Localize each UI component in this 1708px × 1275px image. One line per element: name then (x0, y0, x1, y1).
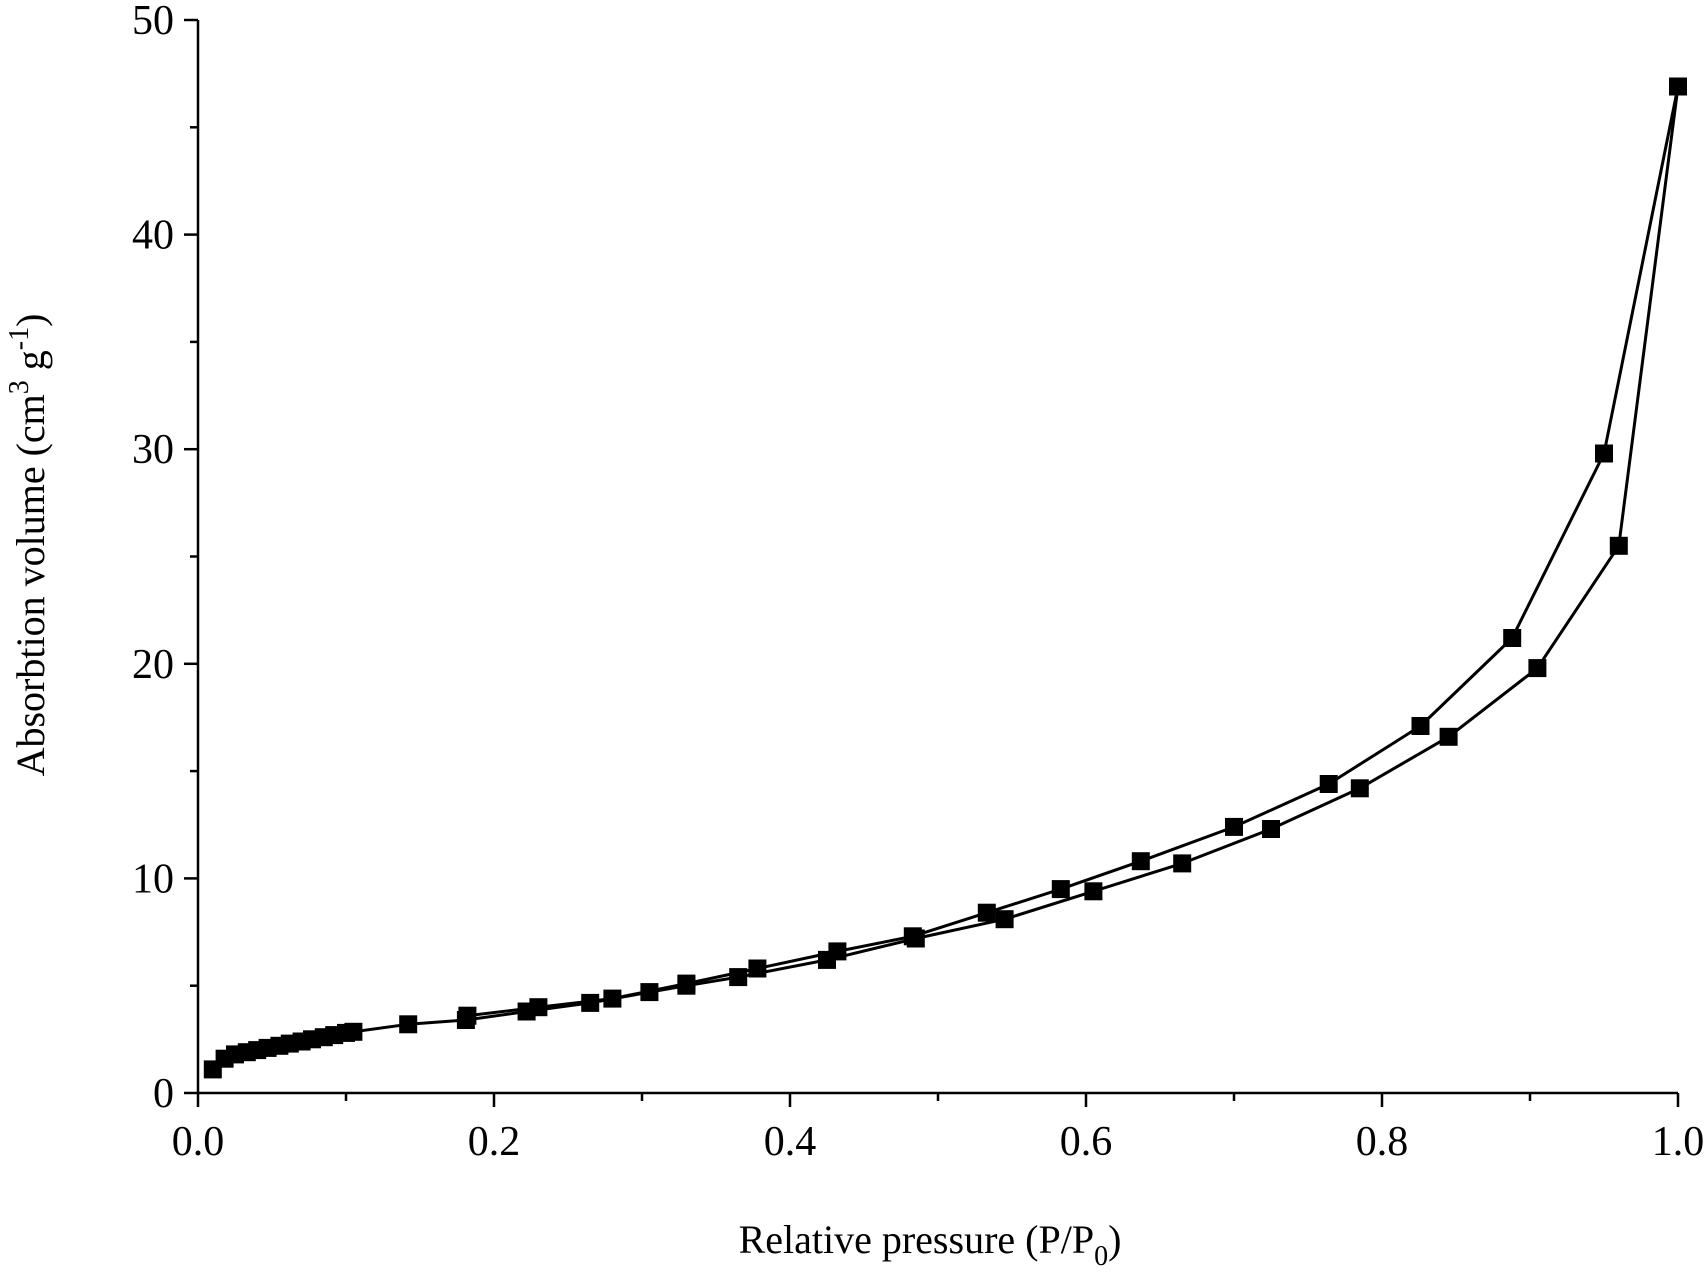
y-tick-label: 0 (153, 1071, 174, 1117)
x-axis-title: Relative pressure (P/P0) (739, 1217, 1122, 1272)
data-point (529, 998, 548, 1017)
data-point (995, 910, 1014, 929)
x-tick-label: 0.6 (1060, 1119, 1113, 1165)
data-point (581, 993, 600, 1012)
data-point (1350, 779, 1369, 798)
data-point (1319, 775, 1338, 793)
data-point (1595, 444, 1613, 463)
series-lines (211, 86, 1680, 1071)
data-point (1439, 727, 1458, 746)
y-tick-label: 50 (132, 0, 174, 44)
data-point (1051, 880, 1070, 899)
x-tick-label: 0.8 (1356, 1119, 1409, 1165)
data-point (1669, 77, 1687, 96)
data-point (903, 927, 922, 946)
data-point (729, 968, 748, 987)
y-axis-title: Absorbtion volume (cm3 g-1) (4, 314, 53, 777)
data-point (977, 903, 996, 922)
data-point (1411, 717, 1430, 735)
data-point (1131, 852, 1150, 871)
markers (203, 77, 1687, 1079)
y-tick-label: 10 (132, 856, 174, 902)
data-point (603, 989, 622, 1008)
axes (196, 20, 1678, 1095)
y-tick-label: 40 (132, 213, 174, 259)
data-point (344, 1022, 363, 1041)
data-point (1173, 854, 1192, 873)
data-point (1503, 629, 1522, 647)
x-tick-label: 1.0 (1652, 1119, 1705, 1165)
ticks: 0.0 0.2 0.4 0.6 0.8 1.0 0 10 20 30 40 50 (132, 0, 1704, 1165)
data-point (1084, 882, 1103, 901)
data-point (748, 959, 767, 978)
x-tick-label: 0.0 (172, 1119, 225, 1165)
data-point (1528, 659, 1547, 678)
x-tick-label: 0.4 (764, 1119, 817, 1165)
data-point (1225, 817, 1243, 836)
data-point (677, 974, 696, 993)
x-tick-label: 0.2 (468, 1119, 521, 1165)
series-line-1 (211, 86, 1680, 1071)
data-point (1609, 536, 1628, 555)
data-point (640, 983, 659, 1002)
y-tick-label: 30 (132, 427, 174, 473)
data-point (458, 1006, 477, 1025)
y-tick-label: 20 (132, 642, 174, 688)
data-point (828, 942, 847, 961)
data-point (399, 1015, 418, 1034)
data-point (1262, 820, 1280, 838)
series-line-2 (467, 86, 1680, 1018)
